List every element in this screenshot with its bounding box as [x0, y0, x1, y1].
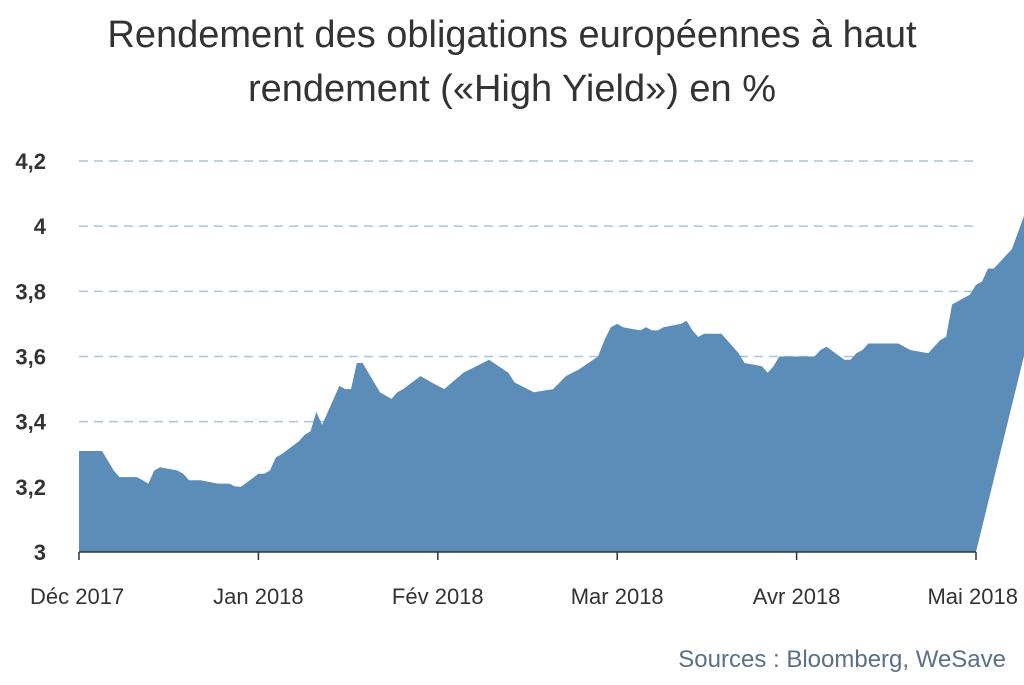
x-tick-label: Avr 2018: [753, 584, 841, 609]
chart-title: Rendement des obligations européennes à …: [0, 8, 1024, 116]
chart-title-line2: rendement («High Yield») en %: [247, 68, 777, 110]
x-tick-label: Mar 2018: [571, 584, 664, 609]
y-axis-ticks: 3 3,2 3,4 3,6 3,8 4 4,2: [15, 149, 46, 565]
x-axis-ticks: Déc 2017 Jan 2018 Fév 2018 Mar 2018 Avr 2018…: [30, 552, 1018, 609]
x-tick-label: Mai 2018: [927, 584, 1018, 609]
y-tick-label: 3,4: [15, 410, 46, 435]
x-tick-label: Fév 2018: [392, 584, 484, 609]
y-tick-label: 3: [34, 540, 46, 565]
y-tick-label: 4: [34, 214, 47, 239]
x-tick-label: Jan 2018: [213, 584, 304, 609]
y-tick-label: 3,6: [15, 345, 46, 370]
x-tick-label: Déc 2017: [30, 584, 124, 609]
area-chart: 3 3,2 3,4 3,6 3,8 4 4,2 Déc 2017 Jan 2018 Fév 20…: [15, 149, 1024, 609]
chart-title-line1: Rendement des obligations européennes à …: [107, 14, 917, 56]
y-tick-label: 4,2: [15, 149, 46, 174]
yield-area: [79, 215, 1024, 552]
y-tick-label: 3,2: [15, 475, 46, 500]
y-tick-label: 3,8: [15, 279, 46, 304]
source-note: Sources : Bloomberg, WeSave: [678, 646, 1006, 673]
